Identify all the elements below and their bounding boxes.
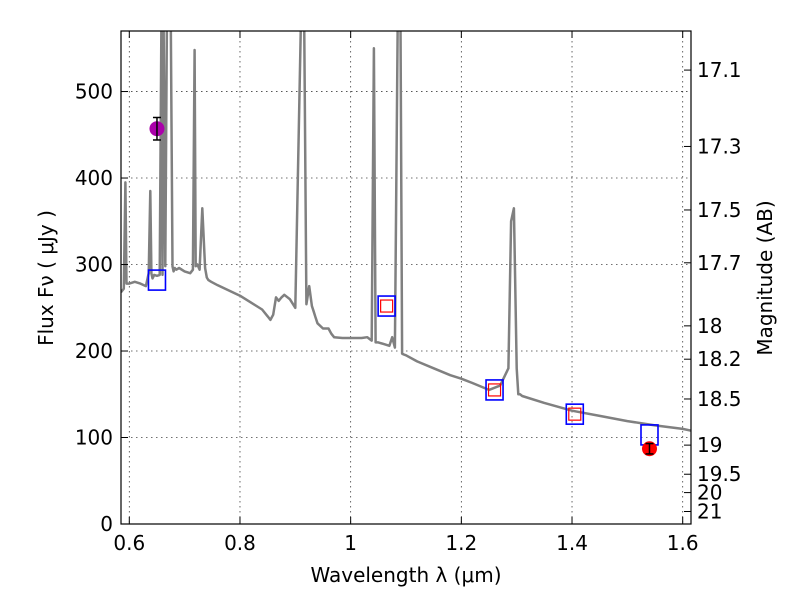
y-axis-label: Flux Fν ( μJy ) (34, 210, 58, 346)
y-tick-label: 100 (75, 426, 113, 450)
x-tick-label: 1.6 (667, 531, 699, 555)
y-tick-label: 0 (100, 512, 113, 536)
spectrum-line (121, 31, 691, 432)
model-point-inner (568, 407, 582, 421)
model-point-box (485, 379, 504, 401)
plot-frame (120, 30, 692, 525)
grid (121, 31, 691, 525)
right-tick-label: 17.1 (697, 58, 742, 82)
right-axis-label: Magnitude (AB) (753, 200, 777, 355)
right-tick-label: 19 (697, 433, 722, 457)
x-tick-label: 0.6 (113, 531, 145, 555)
model-point-box (147, 269, 167, 291)
right-tick-label: 18 (697, 314, 722, 338)
data-layer (121, 31, 691, 432)
y-tick-label: 200 (75, 339, 113, 363)
model-point-box (377, 295, 396, 317)
x-tick-label: 1.4 (556, 531, 588, 555)
model-point-inner (487, 383, 502, 397)
x-tick-label: 1.2 (445, 531, 477, 555)
right-tick-label: 18.5 (697, 387, 742, 411)
marker-layer (147, 116, 659, 457)
x-tick-label: 0.8 (224, 531, 256, 555)
plot-background (121, 31, 691, 524)
right-tick-label: 17.5 (697, 198, 742, 222)
y-tick-label: 300 (75, 253, 113, 277)
model-point-box (565, 403, 585, 425)
right-tick-label: 21 (697, 499, 722, 523)
y-tick-label: 500 (75, 80, 113, 104)
x-axis-label: Wavelength λ (μm) (310, 563, 501, 587)
right-tick-label: 17.7 (697, 251, 742, 275)
x-tick-label: 1 (344, 531, 357, 555)
model-point-inner (380, 299, 394, 313)
y-tick-label: 400 (75, 166, 113, 190)
right-tick-label: 20 (697, 481, 722, 505)
right-tick-label: 19.5 (697, 462, 742, 486)
right-tick-label: 18.2 (697, 347, 742, 371)
ticks: 0.6 0.8 1 1.2 1.4 1.6 0 100 200 300 400 500 17.1 17.3… (75, 31, 742, 555)
right-tick-label: 17.3 (697, 134, 742, 158)
